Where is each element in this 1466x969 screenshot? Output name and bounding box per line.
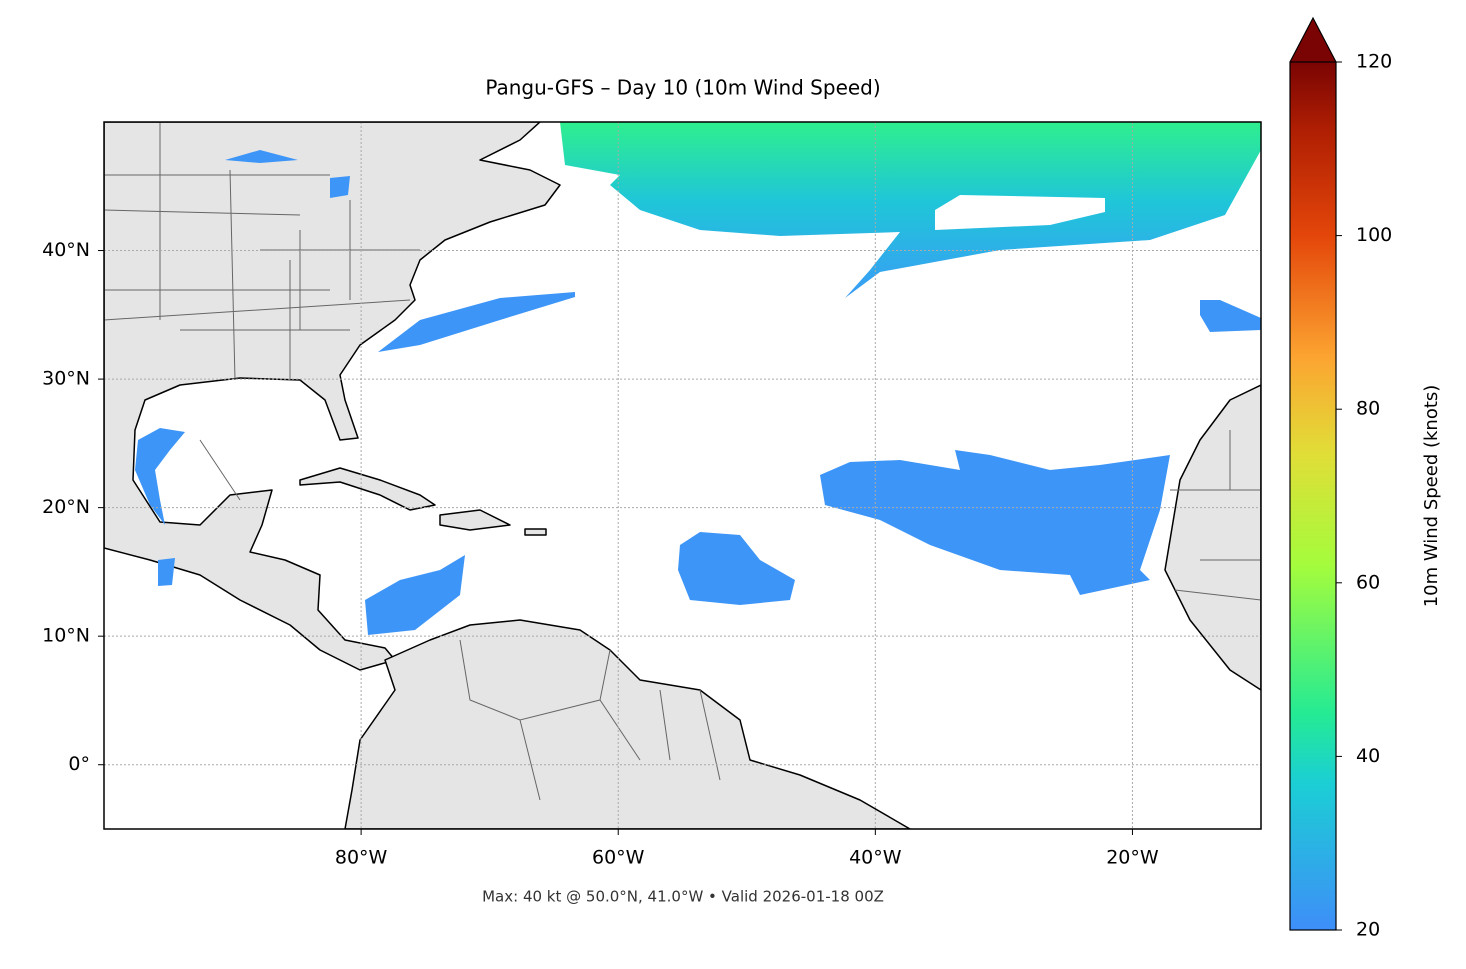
axis-ticks: 80°W 60°W 40°W 20°W 0° 10°N 20°N 30°N 40°N: [42, 239, 1159, 868]
colorbar-ticks: 20 40 60 80 100 120: [1336, 51, 1392, 941]
colorbar-tick-label: 120: [1356, 51, 1392, 73]
y-tick-label: 10°N: [42, 625, 90, 647]
wind-area: [365, 555, 465, 635]
wind-area: [560, 122, 1261, 298]
africa-borders: [1170, 430, 1261, 601]
map-frame: [103, 121, 1262, 830]
colorbar-tick-label: 80: [1356, 398, 1380, 420]
x-tick-label: 80°W: [335, 847, 388, 869]
wind-area: [378, 292, 575, 352]
x-tick-label: 60°W: [592, 847, 645, 869]
y-tick-label: 30°N: [42, 368, 90, 390]
wind-area: [1200, 300, 1261, 332]
map-area: [104, 122, 1261, 829]
calm-area: [935, 195, 1105, 230]
x-tick-label: 40°W: [849, 847, 902, 869]
colorbar-frame: [1289, 61, 1337, 931]
colorbar-extend: [1289, 16, 1337, 63]
wind-area: [678, 532, 795, 605]
state-borders: [104, 122, 420, 501]
y-tick-label: 0°: [68, 753, 90, 775]
colorbar-tick-label: 40: [1356, 745, 1380, 767]
africa: [1164, 384, 1261, 691]
footer-note: Max: 40 kt @ 50.0°N, 41.0°W • Valid 2026…: [482, 888, 884, 906]
x-tick-label: 20°W: [1106, 847, 1159, 869]
wind-area: [135, 428, 185, 525]
y-tick-label: 20°N: [42, 496, 90, 518]
graticule: [104, 122, 1261, 829]
y-tick-label: 40°N: [42, 239, 90, 261]
puerto-rico: [524, 528, 547, 536]
cuba: [299, 467, 436, 511]
north-america: [104, 122, 561, 671]
colorbar: [1290, 62, 1336, 930]
colorbar-label: 10m Wind Speed (knots): [1421, 385, 1442, 608]
colorbar-tick-label: 100: [1356, 224, 1392, 246]
country-borders: [459, 639, 721, 801]
hispaniola: [439, 509, 511, 531]
colorbar-tick-label: 60: [1356, 571, 1380, 593]
colorbar-tick-label: 20: [1356, 919, 1380, 941]
wind-area: [158, 150, 350, 586]
wind-area: [820, 450, 1170, 595]
map-title: Pangu-GFS – Day 10 (10m Wind Speed): [485, 76, 880, 100]
south-america: [344, 619, 911, 829]
